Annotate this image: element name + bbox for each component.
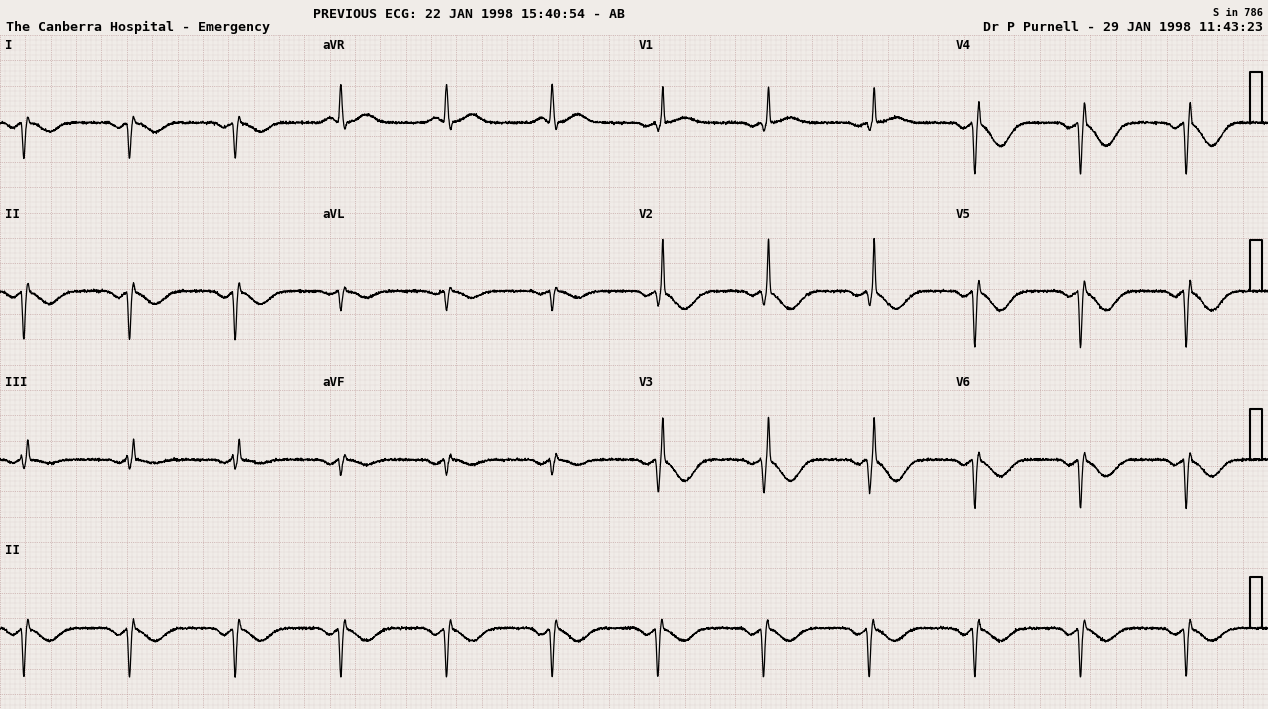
Text: V4: V4 bbox=[956, 39, 971, 52]
Text: The Canberra Hospital - Emergency: The Canberra Hospital - Emergency bbox=[6, 21, 270, 34]
Text: V5: V5 bbox=[956, 208, 971, 220]
Text: II: II bbox=[5, 208, 20, 220]
Text: aVR: aVR bbox=[322, 39, 345, 52]
Text: PREVIOUS ECG: 22 JAN 1998 15:40:54 - AB: PREVIOUS ECG: 22 JAN 1998 15:40:54 - AB bbox=[313, 8, 625, 21]
Text: aVF: aVF bbox=[322, 376, 345, 389]
Text: aVL: aVL bbox=[322, 208, 345, 220]
Text: V3: V3 bbox=[639, 376, 654, 389]
Text: V1: V1 bbox=[639, 39, 654, 52]
Text: Dr P Purnell - 29 JAN 1998 11:43:23: Dr P Purnell - 29 JAN 1998 11:43:23 bbox=[983, 21, 1263, 34]
Text: V6: V6 bbox=[956, 376, 971, 389]
Text: S in 786: S in 786 bbox=[1213, 8, 1263, 18]
Text: II: II bbox=[5, 545, 20, 557]
Text: V2: V2 bbox=[639, 208, 654, 220]
Text: I: I bbox=[5, 39, 13, 52]
Text: III: III bbox=[5, 376, 28, 389]
